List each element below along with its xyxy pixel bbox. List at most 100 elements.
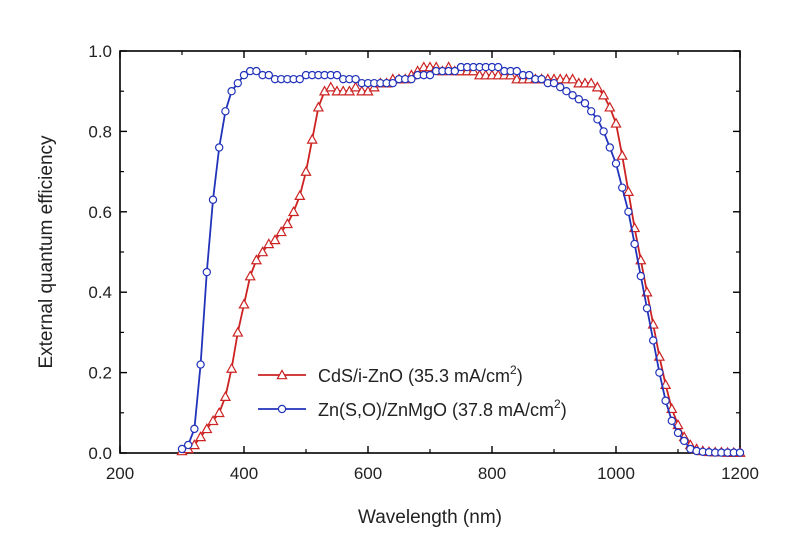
- data-point: [194, 431, 207, 442]
- data-point: [281, 218, 294, 229]
- data-point: [494, 62, 503, 72]
- data-point: [667, 416, 677, 426]
- series-line: [181, 66, 740, 454]
- data-point: [219, 390, 232, 401]
- data-point: [599, 127, 608, 136]
- data-point: [587, 107, 596, 116]
- data-point: [269, 234, 281, 245]
- x-axis-title: Wavelength (nm): [358, 507, 502, 528]
- data-point: [196, 360, 205, 369]
- data-point: [295, 74, 304, 84]
- legend-item: CdS/i-ZnO (35.3 mA/cm2): [258, 363, 523, 386]
- x-tick-label: 200: [106, 464, 134, 483]
- data-point: [636, 271, 646, 281]
- legend: CdS/i-ZnO (35.3 mA/cm2) Zn(S,O)/ZnMgO (37…: [258, 363, 567, 420]
- data-point: [388, 78, 397, 88]
- data-point: [610, 117, 622, 128]
- axis-ticks: [119, 50, 741, 454]
- data-point: [425, 70, 435, 80]
- data-point: [221, 107, 230, 116]
- data-point: [294, 189, 306, 200]
- legend-label: CdS/i-ZnO (35.3 mA/cm2): [318, 363, 523, 386]
- data-point: [525, 70, 534, 80]
- y-tick-label: 0.8: [88, 122, 112, 141]
- y-tick-label: 0.6: [88, 203, 112, 222]
- data-point: [624, 207, 633, 216]
- data-point: [264, 70, 273, 80]
- data-point: [177, 444, 187, 454]
- data-point: [735, 448, 745, 457]
- data-point: [300, 165, 312, 176]
- y-tick-label: 0.2: [88, 364, 112, 383]
- data-point: [537, 74, 546, 84]
- data-point: [306, 133, 318, 144]
- data-point: [512, 66, 522, 76]
- data-point: [580, 99, 590, 108]
- data-point: [239, 70, 249, 80]
- data-point: [349, 81, 362, 92]
- x-tick-label: 600: [354, 464, 382, 483]
- data-point: [574, 95, 584, 104]
- legend-marker: [277, 404, 287, 414]
- data-point: [597, 89, 610, 100]
- y-tick-label: 0.0: [88, 444, 112, 463]
- data-point: [655, 368, 664, 377]
- data-point: [207, 415, 219, 426]
- series-layer: [176, 61, 746, 457]
- data-point: [604, 101, 616, 112]
- data-point: [312, 101, 325, 112]
- data-point: [562, 86, 571, 96]
- data-point: [183, 440, 193, 450]
- data-point: [593, 115, 602, 124]
- data-point: [227, 86, 236, 96]
- data-point: [642, 304, 652, 313]
- data-point: [591, 81, 604, 92]
- data-point: [450, 66, 459, 76]
- data-point: [649, 336, 658, 345]
- data-point: [287, 205, 300, 217]
- data-point: [208, 195, 218, 204]
- tick-labels: 200 400 600 800 1000 1200 0.0 0.2 0.4 0.6 0.8 1.0: [88, 42, 759, 483]
- data-point: [351, 74, 360, 84]
- data-point: [549, 78, 559, 88]
- data-point: [190, 424, 199, 434]
- y-tick-label: 1.0: [88, 42, 112, 61]
- data-point: [332, 70, 342, 80]
- data-point: [568, 91, 577, 100]
- data-point: [325, 81, 337, 92]
- data-point: [556, 82, 565, 92]
- data-point: [214, 143, 224, 152]
- data-point: [275, 226, 287, 237]
- x-tick-label: 400: [230, 464, 258, 483]
- data-point: [244, 270, 256, 281]
- data-point: [630, 239, 639, 249]
- data-point: [680, 436, 689, 446]
- data-point: [233, 78, 242, 88]
- series-2: [177, 62, 745, 457]
- data-point: [250, 254, 263, 265]
- legend-label: Zn(S,O)/ZnMgO (37.8 mA/cm2): [318, 397, 567, 420]
- data-point: [238, 298, 250, 309]
- x-tick-label: 800: [478, 464, 506, 483]
- data-point: [202, 267, 211, 277]
- data-point: [225, 362, 238, 373]
- data-point: [201, 423, 213, 434]
- data-point: [661, 396, 670, 405]
- data-point: [407, 74, 416, 84]
- data-point: [618, 183, 627, 192]
- y-tick-label: 0.4: [88, 283, 112, 302]
- data-point: [622, 185, 635, 196]
- plot-area: [119, 50, 741, 454]
- data-point: [616, 149, 628, 160]
- x-tick-label: 1000: [597, 464, 635, 483]
- data-point: [232, 326, 244, 337]
- data-point: [605, 143, 615, 152]
- data-point: [611, 159, 621, 168]
- legend-item: Zn(S,O)/ZnMgO (37.8 mA/cm2): [258, 397, 567, 420]
- data-point: [673, 428, 683, 438]
- data-point: [585, 77, 597, 88]
- y-axis-title: External quantum efficiency: [36, 135, 57, 369]
- series-1: [176, 61, 746, 457]
- legend-marker: [276, 369, 288, 380]
